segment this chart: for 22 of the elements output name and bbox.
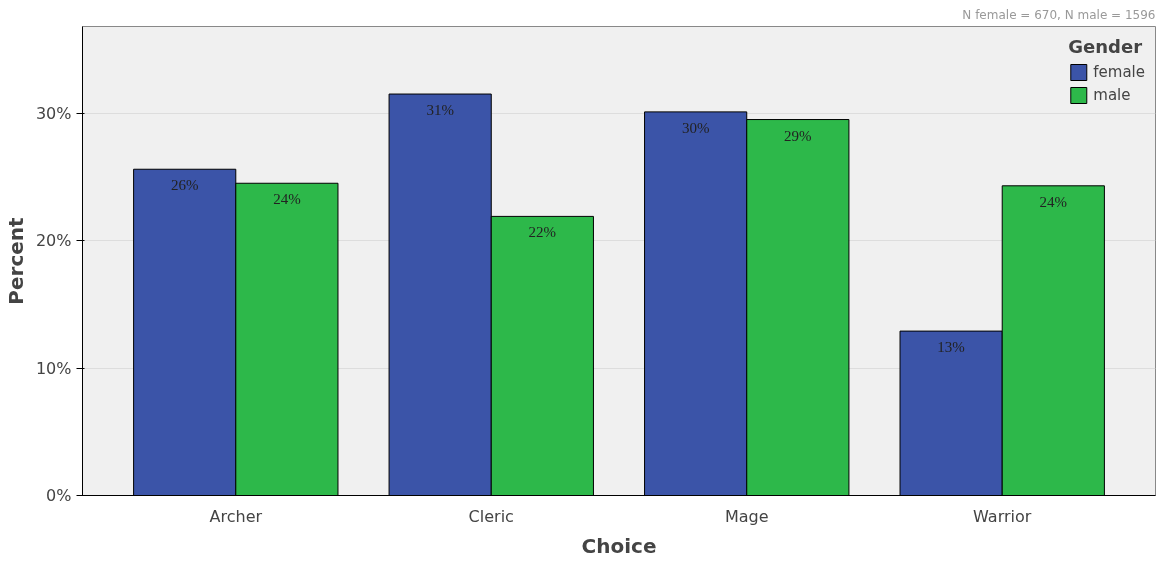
data-label: 26% <box>170 177 199 194</box>
x-tick-label: Archer <box>209 506 263 526</box>
data-label: 31% <box>426 102 454 119</box>
data-label: 24% <box>1039 193 1068 210</box>
data-label: 30% <box>681 119 710 136</box>
legend-label: male <box>1093 86 1131 104</box>
x-tick-label: Warrior <box>973 506 1032 526</box>
y-tick-label: 30% <box>35 103 72 123</box>
x-axis-title: Choice <box>581 533 657 558</box>
data-label: 13% <box>937 339 965 356</box>
x-tick-label: Cleric <box>468 506 514 526</box>
legend-label: female <box>1093 63 1145 81</box>
x-tick-label: Mage <box>724 506 769 526</box>
data-label: 24% <box>273 191 301 208</box>
y-axis-title: Percent <box>3 216 28 305</box>
y-tick-label: 20% <box>35 231 72 251</box>
data-label: 22% <box>528 224 557 241</box>
data-label: 29% <box>784 127 812 144</box>
y-tick-label: 10% <box>35 358 72 378</box>
text: N female = 670, N male = 1596 <box>962 7 1156 22</box>
legend-title: Gender <box>1068 36 1144 57</box>
y-tick-label: 0% <box>46 486 72 505</box>
